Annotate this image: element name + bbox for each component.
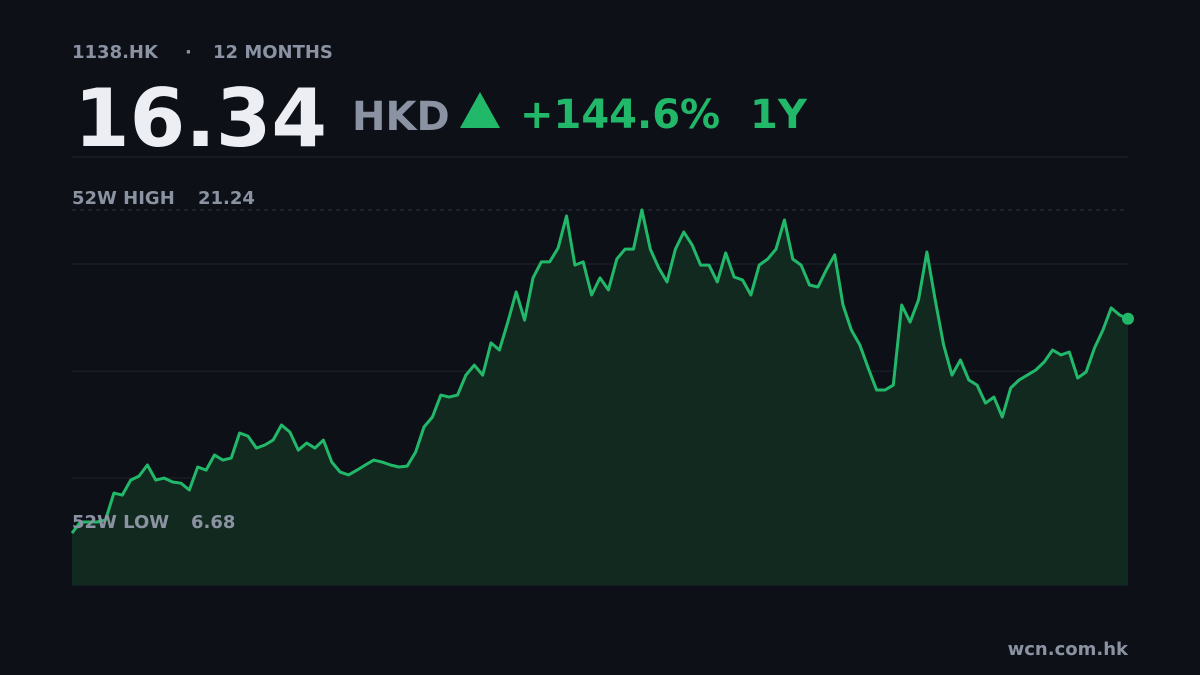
last-point [1122,312,1134,325]
currency: HKD [352,94,450,140]
up-arrow [460,92,500,128]
change: +144.6% [520,92,720,138]
range: 1Y [750,92,808,138]
price: 16.34 [74,72,327,165]
area [72,210,1128,585]
separator: · [185,42,192,63]
plot [70,156,1134,586]
low-label: 52W LOW [72,512,169,533]
period: 12 MONTHS [213,42,333,63]
low-value: 6.68 [191,512,235,533]
high-label: 52W HIGH [72,188,175,209]
source: wcn.com.hk [1008,639,1129,660]
price-line [70,208,1129,535]
ticker: 1138.HK [72,42,159,63]
high-value: 21.24 [198,188,255,209]
